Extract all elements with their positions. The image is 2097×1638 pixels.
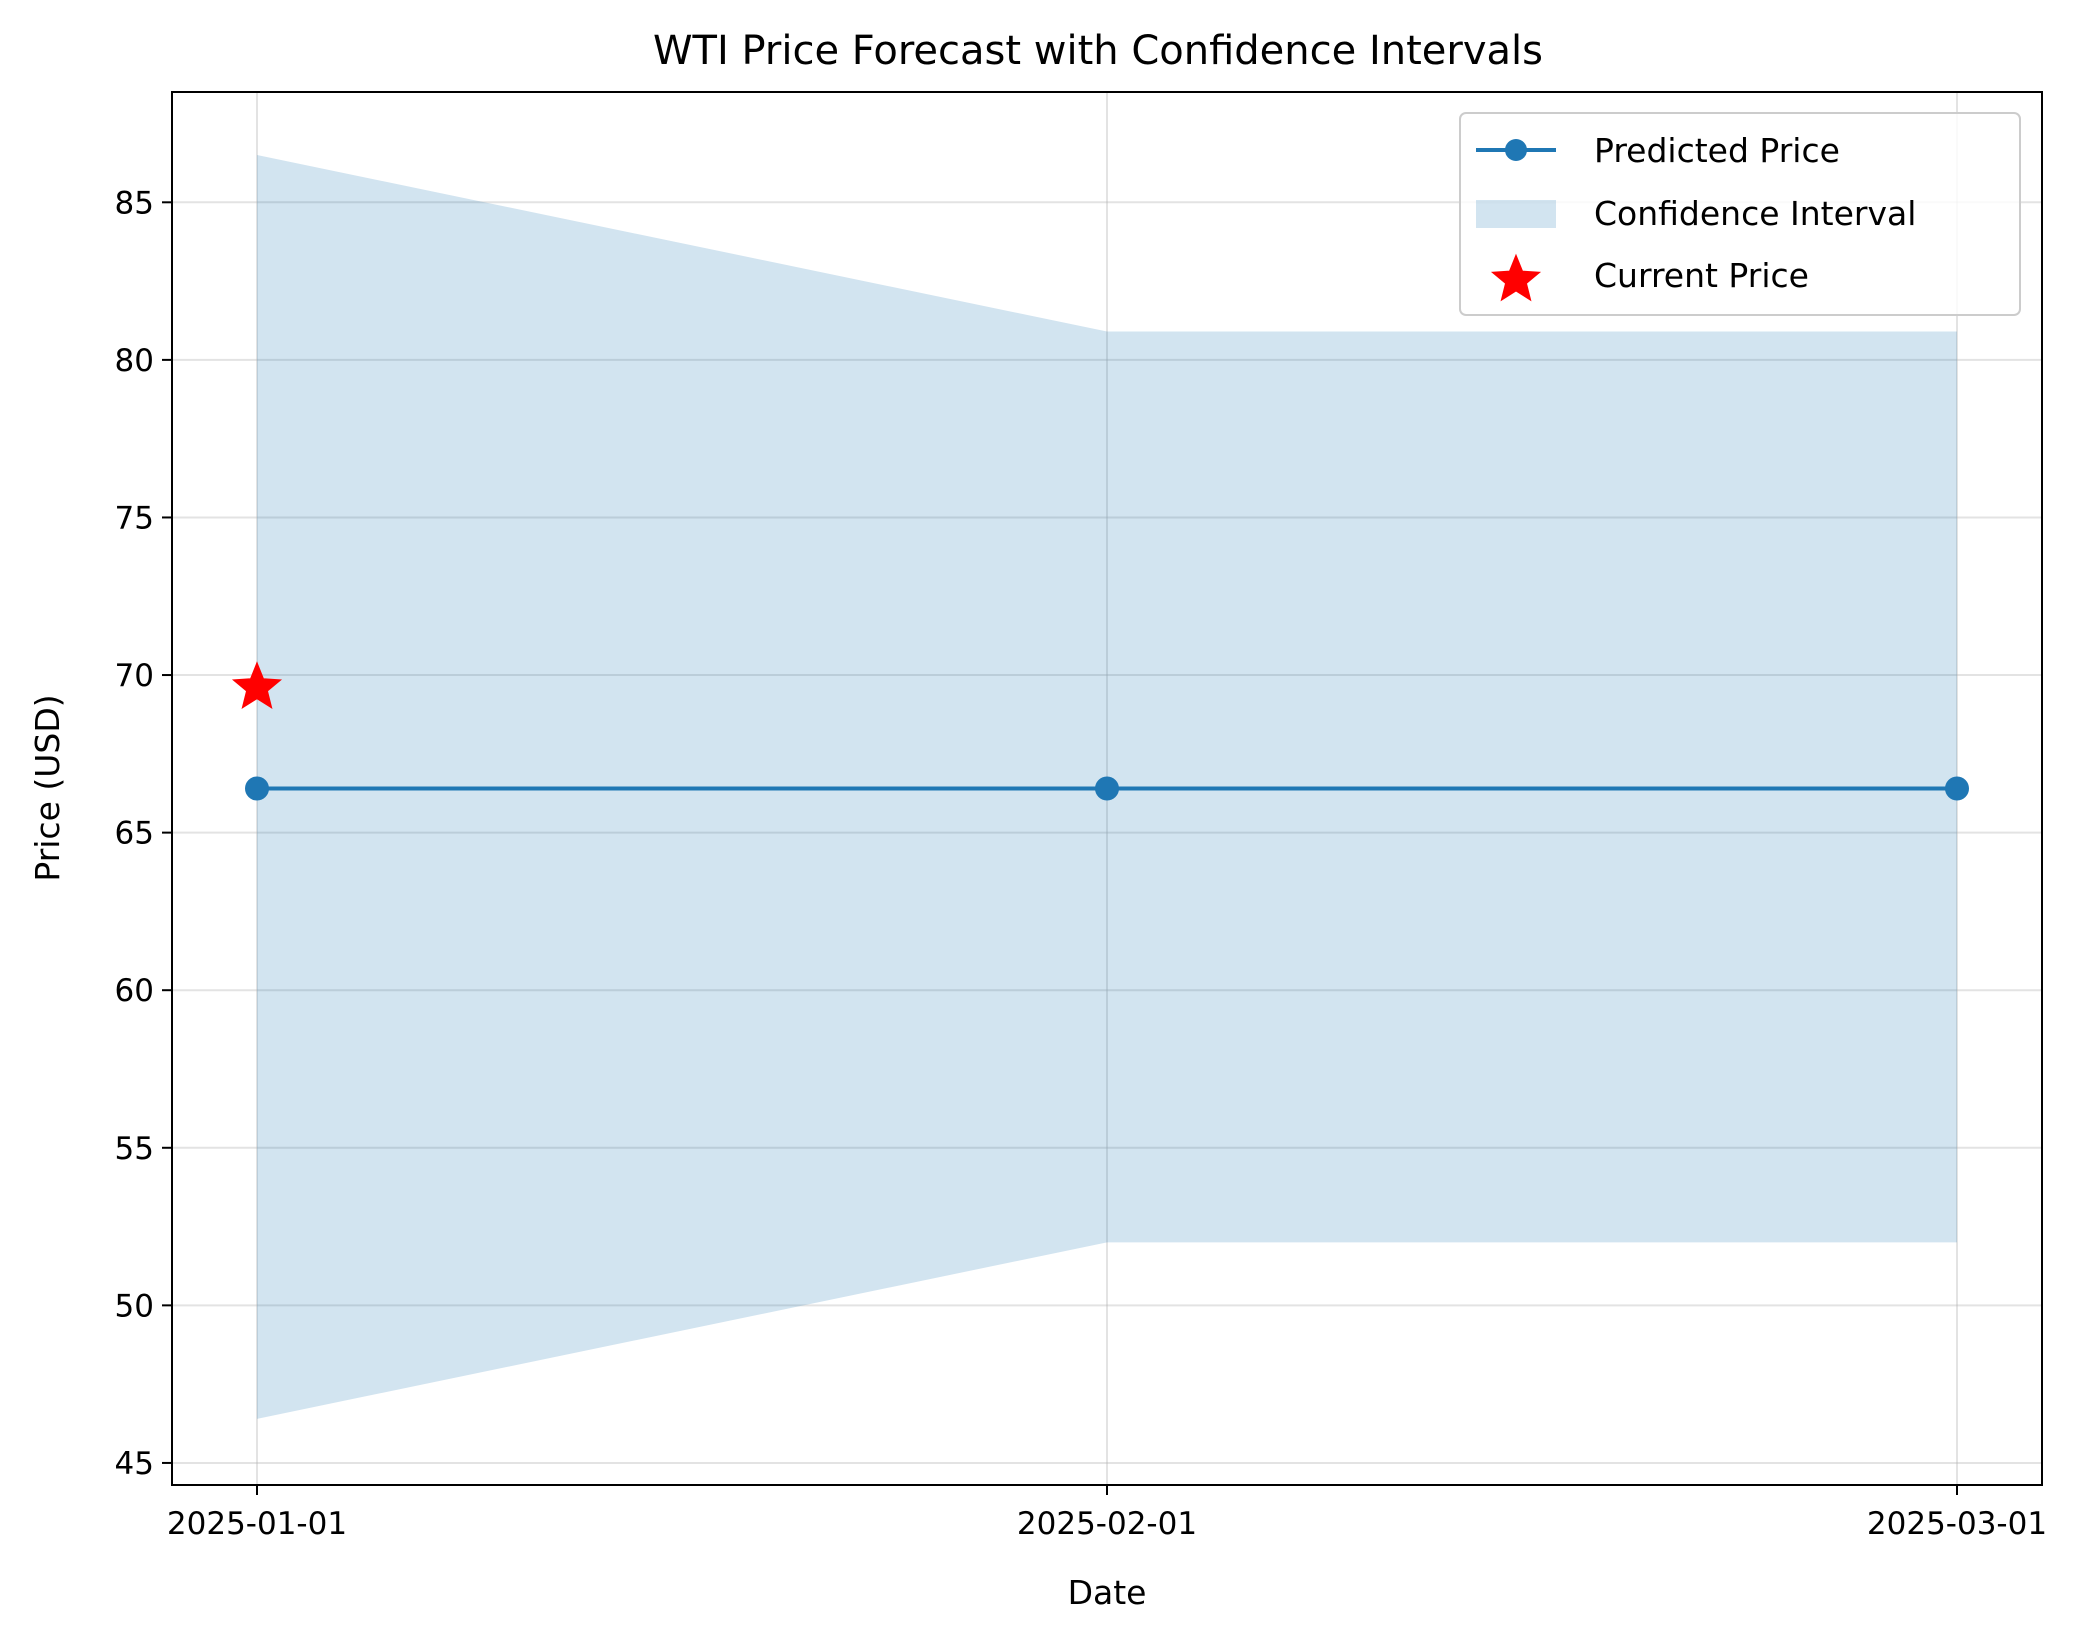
series-layer — [231, 661, 1969, 801]
y-tick-label-60: 60 — [115, 973, 154, 1009]
x-tick-label-2025-01-01: 2025-01-01 — [167, 1506, 347, 1542]
x-axis-label: Date — [1068, 1573, 1147, 1612]
y-axis-ticks: 45 50 55 60 65 70 75 80 85 — [115, 185, 172, 1482]
y-tick-label-50: 50 — [115, 1288, 154, 1324]
legend-current-price-star-icon — [1490, 253, 1542, 302]
y-axis-label: Price (USD) — [28, 694, 67, 881]
x-tick-label-2025-02-01: 2025-02-01 — [1017, 1506, 1197, 1542]
predicted-price-point-2025-03-01 — [1945, 776, 1969, 801]
legend-current-price-label: Current Price — [1594, 256, 1809, 295]
predicted-price-point-2025-02-01 — [1095, 776, 1119, 801]
x-axis-ticks: 2025-01-01 2025-02-01 2025-03-01 — [167, 1485, 2047, 1542]
y-tick-label-80: 80 — [115, 343, 154, 379]
grid-layer — [172, 92, 2042, 1485]
legend-predicted-price-label: Predicted Price — [1594, 131, 1840, 170]
y-tick-label-75: 75 — [115, 500, 154, 536]
y-tick-label-45: 45 — [115, 1446, 154, 1482]
x-tick-label-2025-03-01: 2025-03-01 — [1867, 1506, 2047, 1542]
y-tick-label-65: 65 — [115, 816, 154, 852]
legend-confidence-swatch-icon — [1476, 200, 1556, 228]
y-tick-label-70: 70 — [115, 658, 154, 694]
y-tick-label-85: 85 — [115, 185, 154, 221]
legend-confidence-interval-label: Confidence Interval — [1594, 194, 1916, 233]
predicted-price-point-2025-01-01 — [245, 776, 269, 801]
legend-predicted-marker-icon — [1505, 139, 1527, 161]
current-price-star — [231, 661, 283, 709]
legend: Predicted Price Confidence Interval Curr… — [1459, 112, 2021, 316]
y-tick-label-55: 55 — [115, 1131, 154, 1167]
legend-box — [1459, 112, 2021, 316]
chart-title: WTI Price Forecast with Confidence Inter… — [653, 28, 1543, 74]
